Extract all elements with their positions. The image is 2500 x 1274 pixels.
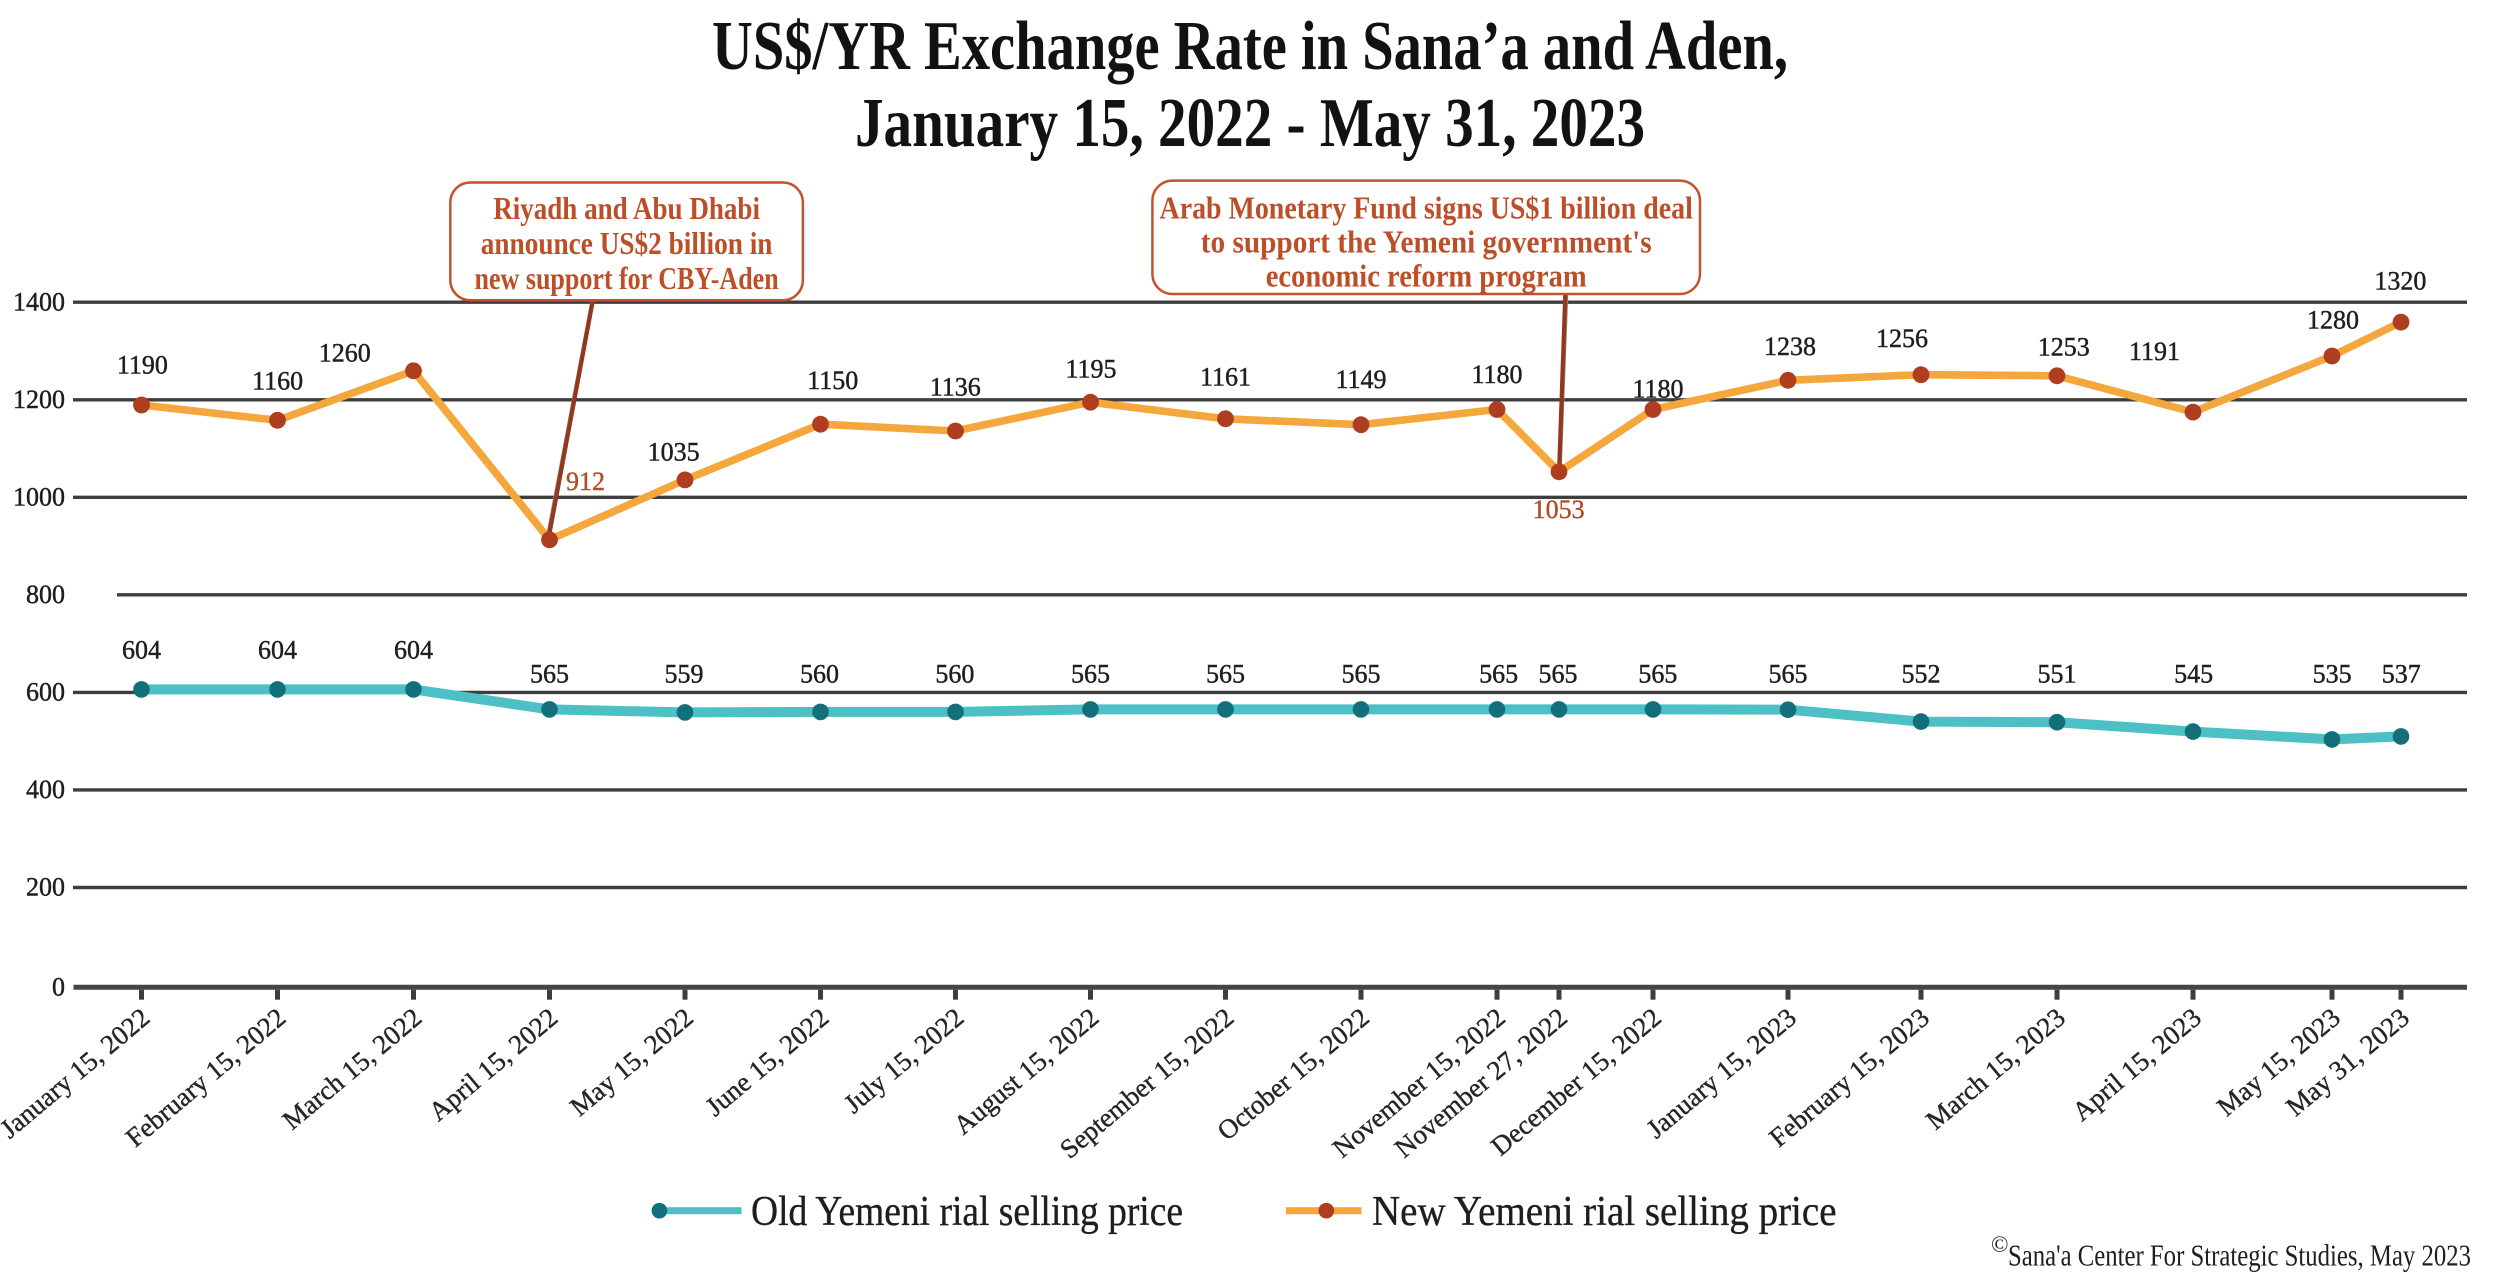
svg-text:200: 200 [26,873,65,902]
svg-text:400: 400 [26,775,65,804]
svg-text:Old Yemeni rial selling price: Old Yemeni rial selling price [751,1189,1183,1235]
svg-text:1191: 1191 [2129,337,2180,366]
svg-text:Sana'a Center For Strategic St: Sana'a Center For Strategic Studies, May… [2008,1238,2471,1273]
svg-text:560: 560 [935,660,974,689]
svg-text:0: 0 [52,972,65,1001]
svg-text:1280: 1280 [2307,306,2359,335]
svg-text:1400: 1400 [13,287,65,316]
svg-text:1035: 1035 [648,438,700,467]
svg-text:604: 604 [122,636,161,665]
svg-text:New Yemeni rial selling price: New Yemeni rial selling price [1372,1189,1837,1235]
svg-text:559: 559 [665,660,704,689]
svg-text:565: 565 [1638,660,1677,689]
svg-text:1320: 1320 [2374,267,2426,296]
svg-text:1149: 1149 [1335,365,1386,394]
svg-text:Riyadh and Abu Dhabi: Riyadh and Abu Dhabi [493,190,760,226]
svg-text:Arab Monetary Fund signs US$1: Arab Monetary Fund signs US$1 billion de… [1160,190,1693,226]
svg-text:565: 565 [1479,660,1518,689]
svg-text:announce US$2 billion in: announce US$2 billion in [481,225,773,261]
svg-text:January 15, 2022 - May 31, 202: January 15, 2022 - May 31, 2023 [855,85,1645,162]
svg-text:1200: 1200 [13,385,65,414]
svg-text:537: 537 [2382,660,2421,689]
svg-text:604: 604 [258,636,297,665]
svg-text:552: 552 [1902,660,1941,689]
svg-text:1053: 1053 [1533,495,1585,524]
svg-text:912: 912 [566,467,605,496]
svg-text:©: © [1991,1232,2008,1257]
svg-text:565: 565 [1206,660,1245,689]
svg-text:600: 600 [26,678,65,707]
svg-text:800: 800 [26,580,65,609]
svg-text:551: 551 [2038,660,2077,689]
svg-text:1180: 1180 [1632,375,1683,404]
svg-text:535: 535 [2313,660,2352,689]
svg-text:1160: 1160 [252,367,303,396]
svg-text:1253: 1253 [2038,333,2090,362]
svg-text:1260: 1260 [319,339,371,368]
svg-text:565: 565 [1071,660,1110,689]
svg-text:560: 560 [800,660,839,689]
svg-text:1180: 1180 [1471,360,1522,389]
svg-text:565: 565 [1342,660,1381,689]
svg-text:1000: 1000 [13,483,65,512]
svg-text:1150: 1150 [807,366,858,395]
svg-text:1256: 1256 [1876,324,1928,353]
svg-text:to support the Yemeni governme: to support the Yemeni government's [1201,224,1652,260]
svg-text:1238: 1238 [1764,332,1816,361]
svg-text:economic reform program: economic reform program [1266,258,1587,294]
svg-text:565: 565 [1769,660,1808,689]
svg-text:new support for CBY-Aden: new support for CBY-Aden [475,260,779,296]
svg-text:1195: 1195 [1065,355,1116,384]
svg-text:1161: 1161 [1200,363,1251,392]
svg-text:1136: 1136 [930,373,981,402]
svg-text:US$/YR Exchange Rate in Sana’a: US$/YR Exchange Rate in Sana’a and Aden, [712,8,1788,85]
svg-text:1190: 1190 [117,351,168,380]
svg-text:604: 604 [394,636,433,665]
svg-text:565: 565 [1539,660,1578,689]
svg-text:545: 545 [2174,660,2213,689]
svg-text:565: 565 [530,660,569,689]
